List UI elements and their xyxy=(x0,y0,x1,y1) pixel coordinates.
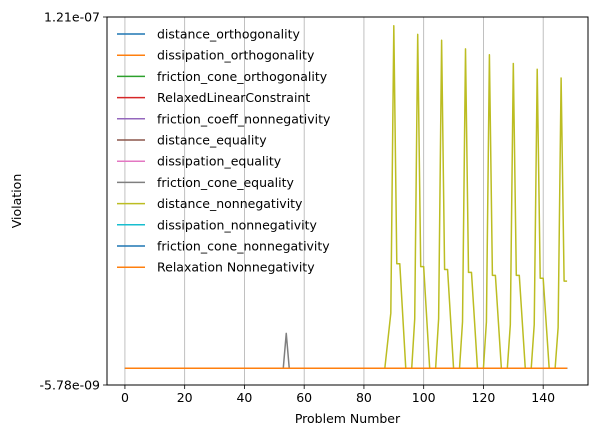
legend-label: distance_equality xyxy=(157,133,267,148)
x-tick-label: 40 xyxy=(236,390,252,405)
y-axis-ticks: -5.78e-09 1.21e-07 xyxy=(40,10,107,393)
x-tick-label: 20 xyxy=(177,390,193,405)
x-tick-label: 100 xyxy=(412,390,436,405)
legend-label: distance_orthogonality xyxy=(157,27,300,42)
legend-label: distance_nonnegativity xyxy=(157,196,303,211)
plot-frame xyxy=(106,16,589,386)
x-tick-label: 60 xyxy=(296,390,312,405)
x-tick-label: 80 xyxy=(356,390,372,405)
y-axis-title: Violation xyxy=(9,174,24,228)
legend-label: dissipation_orthogonality xyxy=(157,48,315,63)
legend-label: friction_coeff_nonnegativity xyxy=(157,111,331,126)
legend-label: Relaxation Nonnegativity xyxy=(157,260,315,275)
legend-label: friction_cone_nonnegativity xyxy=(157,239,330,254)
legend-label: friction_cone_equality xyxy=(157,175,295,190)
x-tick-label: 140 xyxy=(531,390,555,405)
x-tick-label: 0 xyxy=(121,390,129,405)
legend-label: dissipation_equality xyxy=(157,154,282,169)
series-line xyxy=(124,24,568,369)
legend-label: dissipation_nonnegativity xyxy=(157,217,318,232)
legend-label: friction_cone_orthogonality xyxy=(157,69,328,84)
y-tick-label: 1.21e-07 xyxy=(44,10,100,25)
x-axis-ticks: 0 20 40 60 80 100 120 140 xyxy=(121,385,555,405)
series-lines xyxy=(124,24,568,369)
x-axis-title: Problem Number xyxy=(295,411,401,426)
legend-label: RelaxedLinearConstraint xyxy=(157,90,310,105)
grid-lines xyxy=(124,17,544,385)
y-tick-label: -5.78e-09 xyxy=(40,378,100,393)
legend: distance_orthogonality dissipation_orthog… xyxy=(117,27,331,275)
x-tick-label: 120 xyxy=(472,390,496,405)
